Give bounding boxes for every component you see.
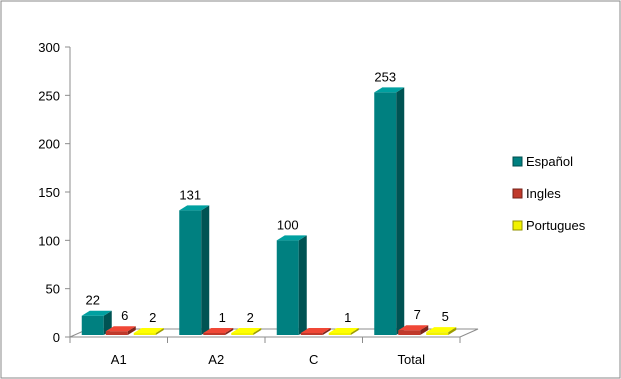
legend-item-portugues: Portugues [512,218,586,233]
bar-side [298,235,307,335]
y-tick-label: 200 [38,137,60,152]
data-label: 22 [86,293,100,308]
bar-top [231,328,262,333]
data-label: 131 [179,187,201,202]
y-tick-label: 150 [38,185,60,200]
bar-top [398,325,429,331]
bar-ingles-total [398,325,429,335]
bar-top [105,326,136,332]
bar-front [231,333,254,335]
bar-español-c [276,235,307,335]
bar-top [276,235,307,241]
bar-front [374,92,397,335]
legend: Español Ingles Portugues [512,154,586,233]
y-tick-label: 250 [38,88,60,103]
data-label: 2 [247,310,254,325]
bar-top [179,205,210,211]
bar-side [225,328,234,335]
legend-swatch [512,156,523,167]
bar-front [398,330,421,335]
bar-side [201,205,210,335]
data-label: 1 [219,310,226,325]
bar-side [127,326,136,335]
bar-top [300,328,331,333]
data-label: 2 [149,310,156,325]
data-label: 100 [277,217,299,232]
bar-side [322,328,331,335]
bar-español-total [374,87,405,335]
bar-side [350,328,359,335]
y-tick-label: 300 [38,40,60,55]
bar-portugues-c [328,328,359,335]
bar-side [396,87,405,335]
bar-top [203,328,234,333]
legend-item-ingles: Ingles [512,186,561,201]
bar-top [374,87,405,93]
y-tick-label: 50 [46,282,60,297]
bar-front [133,333,156,335]
bar-español-a1 [81,310,112,335]
x-tick-label: Total [398,352,426,367]
bar-ingles-a2 [203,328,234,335]
bar-portugues-a1 [133,328,164,335]
bar-ingles-a1 [105,326,136,335]
legend-item-español: Español [512,154,573,169]
x-tick-label: A2 [208,352,224,367]
bar-front [300,333,323,335]
legend-swatch [512,220,523,231]
bar-side [253,328,262,335]
bar-top [81,310,112,316]
bar-front [328,333,351,335]
x-tick-label: A1 [111,352,127,367]
legend-label: Portugues [526,218,586,233]
bar-side [448,327,457,335]
bar-side [155,328,164,335]
y-tick-label: 0 [53,330,60,345]
bar-ingles-c [300,328,331,335]
data-label: 253 [374,69,396,84]
legend-swatch [512,188,523,199]
bar-portugues-a2 [231,328,262,335]
bars [81,87,457,335]
axes: 0 50 100 150 200 250 300 A1 A2 C Total [38,40,461,367]
bar-front [426,332,449,335]
bar-front [105,331,128,335]
bar-portugues-total [426,327,457,335]
y-tick-label: 100 [38,233,60,248]
legend-label: Español [526,154,573,169]
bar-top [133,328,164,333]
legend-label: Ingles [526,186,561,201]
bar-front [81,315,104,335]
bar-español-a2 [179,205,210,335]
data-label: 6 [121,308,128,323]
bar-top [426,327,457,333]
data-label: 7 [414,307,421,322]
x-tick-label: C [309,352,318,367]
bar-side [420,325,429,335]
bar-front [179,210,202,335]
bar-front [276,240,299,335]
data-label: 5 [442,309,449,324]
bar-top [328,328,359,333]
bar-front [203,333,226,335]
data-label: 1 [344,310,351,325]
